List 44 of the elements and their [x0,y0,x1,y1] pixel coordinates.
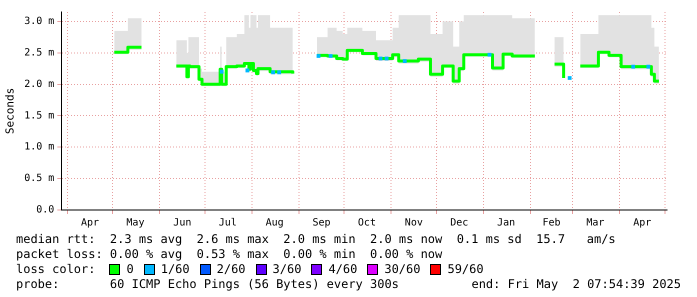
y-axis-title: Seconds [3,88,16,134]
point [271,70,276,74]
text: end: Fri May 2 07:54:39 2025 [471,277,681,292]
x-tick-label: Oct [358,218,376,229]
point [488,52,492,57]
text: median rtt: 2.3 ms avg 2.6 ms max 2.0 ms min 2.0 ms now 0.1 ms sd 15.7 am/s [16,232,617,247]
legend-label: 3/60 [272,262,302,277]
point [378,56,382,60]
x-tick-label: Apr [633,218,652,229]
point [316,54,320,58]
text: probe: 60 ICMP Echo Pings (56 Bytes) every 300s [16,277,399,292]
x-tick-label: Dec [450,218,468,229]
point [384,56,389,60]
y-tick-label: 0.0 [36,204,54,216]
legend-label: 1/60 [160,262,190,277]
y-tick-label: 1.5 m [24,110,54,122]
x-tick-label: Apr [81,218,100,229]
legend-title: loss color: [16,262,96,277]
point [568,76,572,80]
x-tick-label: Sep [312,218,331,229]
legend-label: 59/60 [447,262,484,277]
point [277,70,282,74]
point [646,64,650,69]
legend-label: 2/60 [216,262,246,277]
point [328,54,333,58]
text: packet loss: 0.00 % avg 0.53 % max 0.00 % min 0.00 % now [16,247,444,262]
point [245,68,250,72]
x-tick-label: Jul [218,218,237,229]
x-tick-label: Feb [542,218,561,229]
legend-label: 30/60 [384,262,420,277]
x-tick-label: Jan [497,218,516,229]
y-tick-label: 0.5 m [24,173,54,184]
x-tick-label: Aug [266,218,284,229]
x-tick-label: May [126,218,144,229]
x-tick-label: Nov [404,218,423,229]
x-tick-label: Mar [586,218,604,229]
x-tick-label: Jun [173,218,192,229]
legend-label: 0 [126,262,134,277]
y-tick-label: 2.5 m [24,47,54,58]
legend-label: 4/60 [328,262,358,277]
point [402,59,407,63]
y-tick-label: 3.0 m [24,16,54,28]
y-tick-label: 1.0 m [24,142,54,153]
y-tick-label: 2.0 m [24,78,54,90]
